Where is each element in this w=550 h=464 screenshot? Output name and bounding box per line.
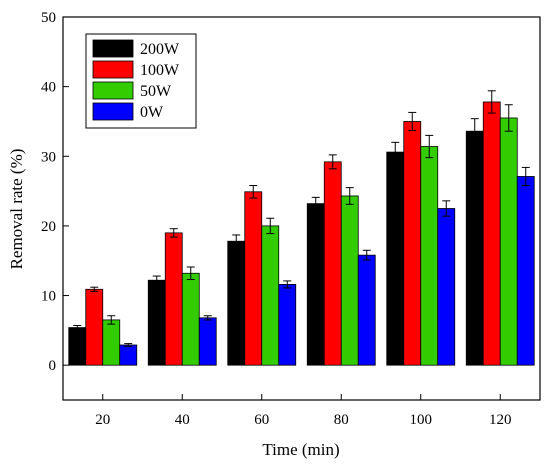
y-tick-label: 10 [41, 289, 56, 305]
x-tick-label: 100 [410, 412, 433, 428]
legend-swatch-0W [92, 102, 134, 121]
bar-0W-60 [278, 284, 297, 366]
bar-50W-80 [340, 195, 359, 366]
plot-frame [62, 16, 541, 401]
bar-0W-120 [516, 176, 535, 366]
bar-200W-120 [465, 130, 484, 366]
bar-200W-20 [68, 327, 87, 366]
y-tick-label: 20 [41, 219, 56, 235]
bar-200W-100 [386, 151, 405, 366]
bar-100W-60 [244, 191, 263, 366]
bar-50W-20 [102, 319, 121, 366]
y-tick-label: 40 [41, 80, 56, 96]
legend-swatch-100W [92, 60, 134, 79]
x-tick-label: 80 [334, 412, 349, 428]
x-tick-label: 120 [489, 412, 512, 428]
bar-200W-80 [306, 203, 325, 366]
x-axis-title: Time (min) [262, 440, 339, 459]
bar-100W-20 [85, 288, 104, 366]
bar-100W-40 [164, 232, 183, 366]
bar-200W-40 [147, 279, 166, 366]
legend-swatch-200W [92, 39, 134, 58]
bar-100W-120 [482, 101, 501, 366]
bar-50W-100 [420, 146, 439, 366]
x-tick-label: 60 [254, 412, 269, 428]
y-tick-label: 30 [41, 149, 56, 165]
bar-0W-20 [119, 344, 138, 366]
y-axis-title: Removal rate (%) [7, 149, 26, 270]
legend: 200W 100W 50W 0W [85, 33, 197, 129]
legend-label-0W: 0W [140, 104, 164, 121]
x-tick-label: 20 [95, 412, 110, 428]
legend-label-200W: 200W [140, 41, 180, 58]
x-tick-label: 40 [175, 412, 190, 428]
legend-label-100W: 100W [140, 62, 180, 79]
bar-0W-40 [198, 317, 217, 366]
bar-100W-100 [403, 121, 422, 366]
bar-100W-80 [323, 161, 342, 366]
bar-50W-120 [499, 117, 518, 366]
bar-50W-40 [181, 272, 200, 366]
y-tick-label: 50 [41, 10, 56, 26]
bar-200W-60 [227, 240, 246, 366]
legend-label-50W: 50W [140, 83, 172, 100]
y-tick-label: 0 [49, 358, 57, 374]
bar-0W-100 [437, 208, 456, 366]
y-axis-ticks: 0 10 20 30 40 50 [41, 10, 69, 374]
x-axis-ticks: 20 40 60 80 100 120 [95, 394, 512, 428]
bar-0W-80 [357, 254, 376, 366]
bar-series [68, 90, 535, 366]
bar-50W-60 [261, 225, 280, 366]
legend-swatch-50W [92, 81, 134, 100]
